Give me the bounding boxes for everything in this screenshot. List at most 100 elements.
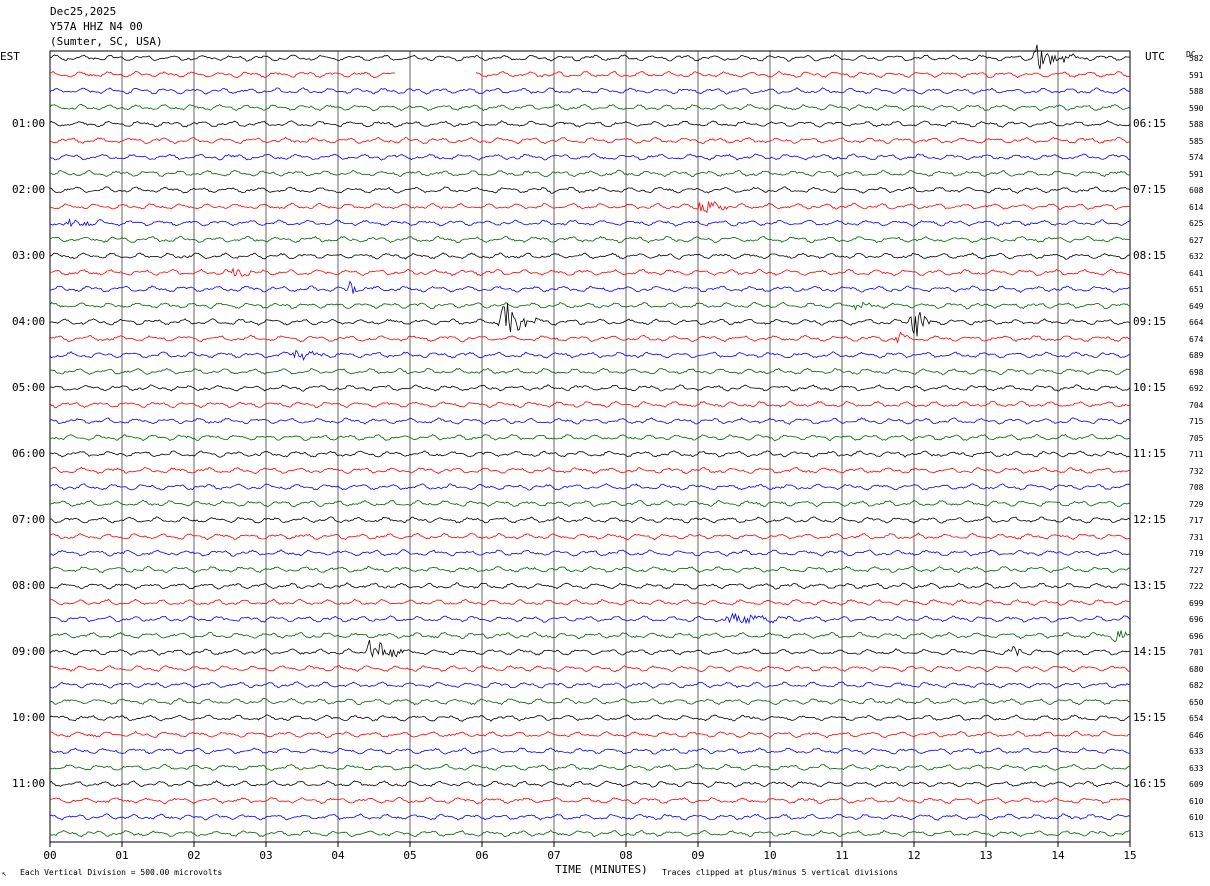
station-label: Y57A HHZ N4 00 (50, 20, 143, 33)
left-timezone-label: EST (0, 50, 20, 63)
trace-row-5 (49, 136, 1131, 145)
dc-offset-label: 705 (1189, 433, 1204, 443)
trace-row-29 (49, 532, 1131, 541)
trace-row-26 (49, 483, 1131, 491)
x-tick-label: 06 (475, 849, 488, 862)
trace-row-16 (49, 302, 1131, 337)
date-label: Dec25,2025 (50, 5, 117, 18)
right-hour-label: 10:15 (1133, 381, 1167, 394)
trace-row-28 (49, 516, 1131, 524)
dc-offset-label: 674 (1189, 334, 1204, 344)
trace-row-40 (49, 714, 1131, 722)
trace-row-27 (49, 499, 1131, 508)
dc-offset-label: 698 (1189, 367, 1204, 377)
dc-offset-label: 692 (1189, 384, 1204, 393)
x-tick-label: 12 (907, 849, 920, 862)
trace-row-9 (49, 201, 1131, 214)
right-hour-label: 13:15 (1133, 579, 1167, 592)
left-hour-label: 07:00 (12, 513, 46, 526)
right-hour-label: 15:15 (1133, 711, 1167, 724)
right-hour-label: 14:15 (1133, 645, 1167, 658)
trace-row-15 (49, 301, 1131, 311)
x-tick-label: 10 (763, 849, 776, 862)
trace-row-35 (49, 630, 1131, 643)
dc-offset-label: 689 (1189, 351, 1204, 360)
trace-row-37 (49, 664, 1131, 673)
left-hour-label: 09:00 (12, 645, 46, 658)
dc-offset-label: 719 (1189, 549, 1204, 558)
dc-offset-label: 722 (1189, 582, 1204, 591)
trace-row-18 (49, 349, 1131, 362)
trace-row-42 (50, 747, 1131, 755)
trace-row-11 (49, 235, 1131, 244)
x-tick-label: 05 (403, 849, 416, 862)
right-hour-label: 11:15 (1133, 447, 1167, 460)
trace-row-12 (49, 252, 1131, 260)
dc-offset-label: 591 (1189, 169, 1204, 179)
trace-row-22 (49, 417, 1131, 425)
dc-offset-label: 708 (1189, 483, 1204, 492)
trace-row-33 (49, 598, 1131, 606)
trace-row-45 (49, 796, 1131, 805)
dc-offset-label: 704 (1189, 400, 1204, 410)
x-tick-label: 01 (115, 849, 128, 862)
dc-offset-label: 632 (1189, 252, 1204, 261)
trace-row-2 (49, 87, 1131, 95)
trace-row-41 (49, 730, 1131, 739)
right-hour-label: 08:15 (1133, 249, 1167, 262)
dc-offset-label: 633 (1189, 763, 1204, 773)
trace-row-8 (49, 186, 1131, 194)
vertical-division-note: Each Vertical Division = 500.00 microvol… (20, 868, 223, 877)
dc-offset-label: 582 (1189, 54, 1204, 63)
left-hour-label: 10:00 (12, 711, 46, 724)
left-hour-label: 02:00 (12, 183, 46, 196)
trace-row-4 (49, 120, 1131, 128)
trace-row-20 (49, 384, 1131, 392)
dc-offset-label: 696 (1189, 615, 1204, 624)
trace-row-24 (49, 450, 1131, 458)
left-hour-label: 03:00 (12, 249, 46, 262)
left-hour-label: 01:00 (12, 117, 46, 130)
trace-row-32 (49, 582, 1131, 590)
x-tick-label: 15 (1123, 849, 1136, 862)
dc-offset-label: 650 (1189, 697, 1204, 707)
dc-offset-label: 664 (1189, 318, 1204, 327)
dc-offset-label: 609 (1189, 780, 1204, 789)
dc-offset-label: 590 (1189, 103, 1204, 113)
trace-row-38 (49, 681, 1131, 689)
x-tick-label: 00 (43, 849, 56, 862)
dc-offset-label: 696 (1189, 631, 1204, 641)
dc-offset-label: 654 (1189, 714, 1204, 723)
left-hour-label: 08:00 (12, 579, 46, 592)
trace-row-21 (49, 400, 1130, 409)
dc-offset-label: 729 (1189, 499, 1204, 509)
dc-offset-label: 574 (1189, 153, 1204, 162)
x-tick-label: 03 (259, 849, 272, 862)
dc-offset-label: 610 (1189, 796, 1204, 806)
dc-offset-label: 699 (1189, 598, 1204, 608)
x-tick-label: 14 (1051, 849, 1065, 862)
dc-offset-label: 614 (1189, 202, 1204, 212)
dc-offset-label: 627 (1189, 235, 1204, 245)
left-hour-label: 04:00 (12, 315, 46, 328)
trace-row-7 (49, 169, 1131, 178)
plot-frame (49, 50, 1131, 843)
dc-offset-label: 585 (1189, 136, 1204, 146)
trace-row-6 (49, 153, 1131, 161)
scale-marker-icon: ↖ (2, 869, 7, 878)
trace-row-14 (49, 280, 1131, 294)
right-hour-label: 12:15 (1133, 513, 1167, 526)
trace-row-34 (49, 612, 1131, 625)
clip-note: Traces clipped at plus/minus 5 vertical … (662, 868, 899, 877)
left-hour-label: 11:00 (12, 777, 46, 790)
x-tick-label: 07 (547, 849, 560, 862)
trace-row-17 (49, 331, 1131, 344)
trace-row-39 (49, 697, 1131, 706)
location-label: (Sumter, SC, USA) (50, 35, 163, 48)
dc-offset-label: 588 (1189, 120, 1204, 129)
minute-grid (49, 50, 1131, 843)
right-hour-label: 16:15 (1133, 777, 1167, 790)
dc-offset-label: 732 (1189, 466, 1204, 476)
dc-offset-label: 641 (1189, 268, 1204, 278)
dc-offset-label: 727 (1189, 565, 1204, 575)
